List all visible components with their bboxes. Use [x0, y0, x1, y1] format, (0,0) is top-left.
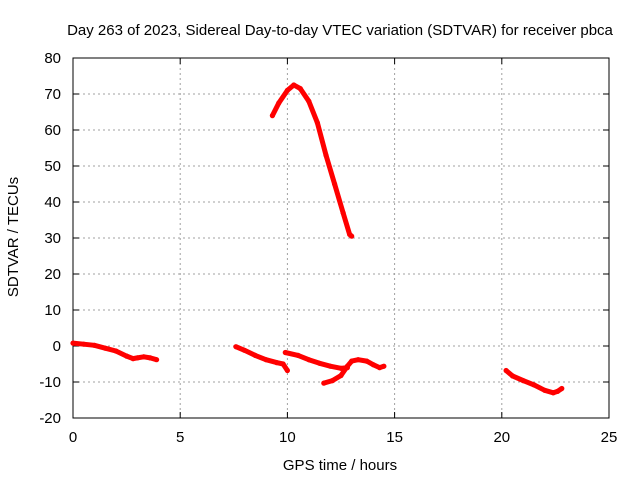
series-arc-6 — [503, 367, 565, 396]
data-point — [252, 352, 258, 358]
y-tick-label: 80 — [44, 50, 61, 67]
data-point — [377, 365, 383, 371]
data-point — [340, 210, 346, 216]
data-point — [141, 354, 147, 360]
data-point — [550, 390, 556, 396]
data-point — [329, 378, 335, 384]
data-point — [280, 361, 286, 367]
series-arc-5 — [321, 357, 387, 386]
series-arc-1 — [70, 340, 160, 363]
data-point — [317, 360, 323, 366]
data-point — [559, 385, 565, 392]
x-axis-label: GPS time / hours — [283, 457, 397, 474]
data-point — [542, 387, 548, 393]
y-tick-label: 0 — [53, 338, 61, 355]
data-point — [130, 356, 136, 362]
data-point — [291, 82, 297, 88]
y-tick-label: 70 — [44, 86, 61, 103]
data-point — [91, 342, 97, 348]
series-line — [270, 82, 354, 239]
data-point — [124, 353, 130, 359]
data-point — [306, 98, 312, 104]
data-point — [327, 363, 333, 369]
data-point — [284, 367, 290, 374]
x-tick-label: 10 — [279, 429, 296, 446]
data-point — [349, 358, 355, 364]
data-point — [554, 388, 561, 394]
y-tick-label: 40 — [44, 194, 61, 211]
series-arc-3 — [269, 82, 355, 239]
data-series — [70, 82, 565, 396]
y-tick-label: -20 — [39, 410, 61, 427]
data-point — [355, 357, 361, 363]
data-point — [314, 120, 320, 126]
data-point — [134, 355, 140, 361]
data-point — [276, 100, 282, 106]
x-tick-label: 0 — [69, 429, 77, 446]
data-point — [263, 357, 269, 363]
data-point — [274, 360, 280, 366]
data-point — [241, 347, 248, 353]
data-point — [113, 348, 119, 354]
y-tick-label: 20 — [44, 266, 61, 283]
data-point — [503, 367, 509, 374]
data-point — [102, 345, 108, 351]
data-point — [70, 340, 76, 346]
data-point — [321, 380, 327, 386]
series-line — [323, 357, 385, 386]
data-point — [509, 373, 516, 379]
data-point — [370, 362, 376, 368]
data-point — [81, 341, 87, 347]
y-axis-label: SDTVAR / TECUs — [5, 177, 22, 297]
data-point — [295, 352, 301, 358]
series-line — [284, 350, 348, 371]
data-point — [349, 233, 355, 239]
chart-title: Day 263 of 2023, Sidereal Day-to-day VTE… — [67, 22, 613, 39]
data-point — [531, 382, 537, 388]
data-point — [154, 357, 160, 363]
series-arc-2 — [233, 344, 290, 374]
data-point — [332, 181, 338, 187]
data-point — [520, 378, 526, 384]
data-point — [269, 113, 275, 119]
x-tick-label: 20 — [493, 429, 510, 446]
data-point — [338, 372, 344, 379]
data-point — [364, 358, 370, 364]
axis-ticks: 0 5 10 15 20 25 -20 -10 0 10 20 30 40 50 60 70 80 — [39, 50, 617, 446]
y-tick-label: 30 — [44, 230, 61, 247]
data-point — [284, 87, 290, 93]
x-tick-label: 15 — [386, 429, 403, 446]
y-tick-label: 10 — [44, 302, 61, 319]
data-point — [381, 363, 387, 369]
x-tick-label: 5 — [176, 429, 184, 446]
data-point — [344, 363, 350, 369]
grid — [73, 58, 609, 418]
y-tick-label: 60 — [44, 122, 61, 139]
y-tick-label: 50 — [44, 158, 61, 175]
series-arc-4 — [282, 349, 350, 371]
data-point — [306, 357, 312, 363]
y-tick-label: -10 — [39, 374, 61, 391]
data-point — [147, 355, 153, 361]
data-point — [282, 349, 288, 356]
data-point — [297, 86, 303, 92]
data-point — [323, 152, 329, 158]
x-tick-label: 25 — [601, 429, 618, 446]
data-point — [233, 344, 239, 350]
